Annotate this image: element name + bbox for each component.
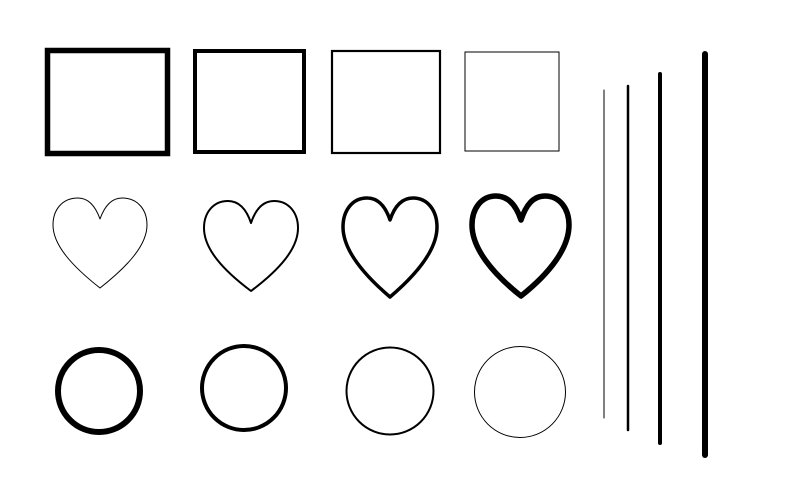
squares-row (44, 47, 560, 157)
square-thick (193, 49, 306, 154)
square-thickest (44, 47, 171, 157)
heart-thick (341, 196, 439, 299)
circle-thickest (55, 347, 143, 435)
square-medium (330, 49, 442, 155)
circles-row (55, 344, 566, 438)
heart-thinnest (52, 197, 148, 289)
heart-thickest (469, 193, 572, 299)
circle-thin (474, 346, 566, 438)
lines-group (603, 51, 708, 458)
square-thin (464, 51, 560, 152)
hearts-row (52, 193, 572, 299)
heart-thin (203, 200, 299, 292)
circle-medium (345, 346, 435, 436)
circle-thick (200, 344, 288, 432)
